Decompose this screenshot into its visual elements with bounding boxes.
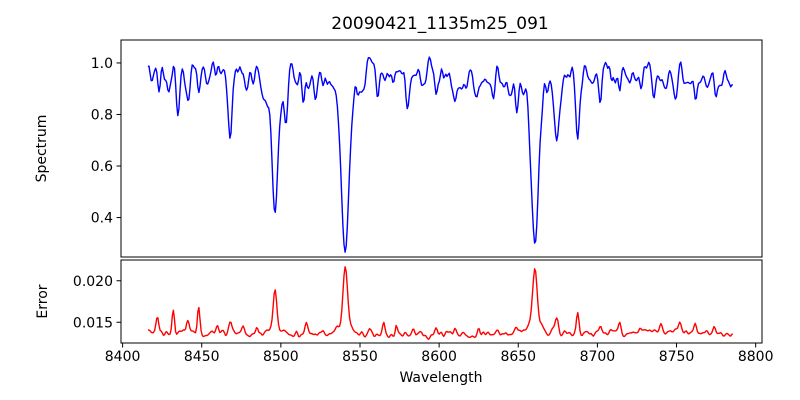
error-panel-background bbox=[121, 260, 762, 343]
chart-title: 20090421_1135m25_091 bbox=[331, 14, 548, 34]
x-tick-label: 8600 bbox=[421, 349, 457, 365]
x-tick-label: 8550 bbox=[342, 349, 378, 365]
x-tick-label: 8400 bbox=[105, 349, 141, 365]
spectrum-panel-background bbox=[121, 40, 762, 257]
x-tick-label: 8450 bbox=[184, 349, 220, 365]
x-tick-label: 8800 bbox=[738, 349, 774, 365]
x-axis-label: Wavelength bbox=[399, 370, 482, 386]
y-axis-label-error: Error bbox=[35, 284, 51, 318]
y-tick-label: 0.6 bbox=[91, 159, 113, 175]
y-tick-label: 1.0 bbox=[91, 56, 113, 72]
spectrum-panel-border bbox=[120, 39, 763, 258]
x-tick-label: 8750 bbox=[659, 349, 695, 365]
y-tick-label: 0.020 bbox=[73, 274, 113, 290]
x-tick-label: 8500 bbox=[263, 349, 299, 365]
y-tick-label: 0.4 bbox=[91, 211, 113, 227]
error-panel-border bbox=[120, 259, 763, 344]
plot-area: 0.4 0.6 0.8 1.0 0.015 0.020 8400 8450 8500 8550 86… bbox=[73, 39, 774, 365]
y-tick-label: 0.8 bbox=[91, 107, 113, 123]
x-tick-label: 8700 bbox=[580, 349, 616, 365]
x-tick-label: 8650 bbox=[500, 349, 536, 365]
y-axis-label-spectrum: Spectrum bbox=[34, 115, 50, 183]
y-tick-label: 0.015 bbox=[73, 315, 113, 331]
spectrum-series-line bbox=[147, 56, 733, 253]
error-series-line bbox=[147, 266, 733, 340]
